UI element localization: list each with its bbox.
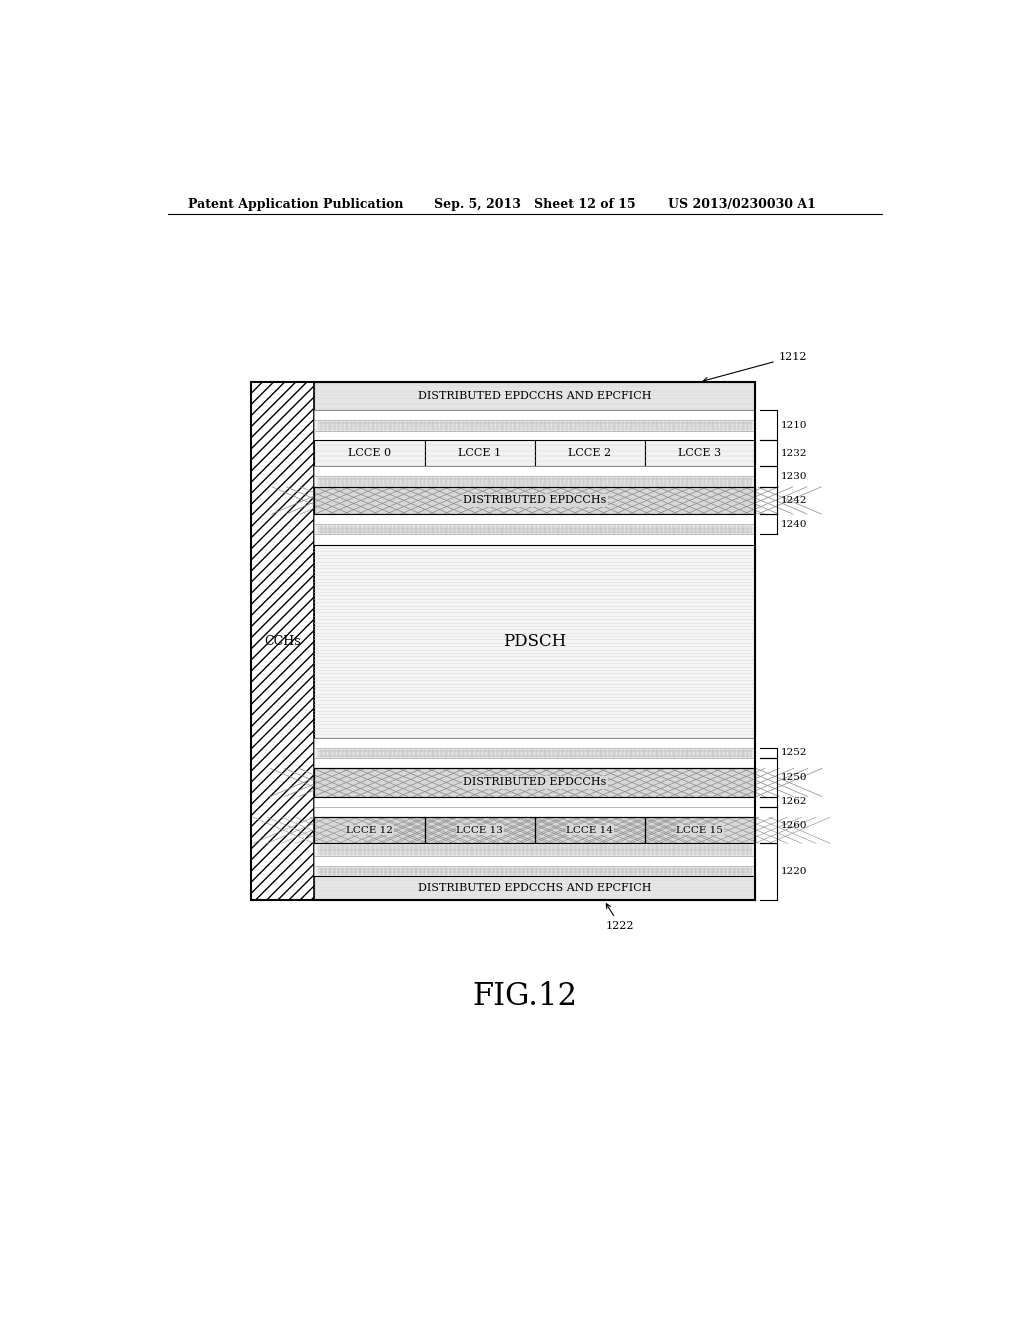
Bar	[314, 440, 425, 466]
Text: LCCE 1: LCCE 1	[458, 449, 501, 458]
Text: LCCE 13: LCCE 13	[457, 826, 503, 834]
Text: LCCE 2: LCCE 2	[568, 449, 611, 458]
Bar	[314, 430, 755, 440]
Bar	[314, 487, 755, 515]
Text: LCCE 12: LCCE 12	[346, 826, 393, 834]
Bar	[314, 515, 755, 524]
Bar	[314, 545, 755, 738]
Text: US 2013/0230030 A1: US 2013/0230030 A1	[668, 198, 815, 211]
Text: 1222: 1222	[606, 904, 634, 931]
Bar	[314, 466, 755, 475]
Bar	[535, 817, 645, 843]
Text: 1232: 1232	[781, 449, 808, 458]
Text: DISTRIBUTED EPDCCHS AND EPCFICH: DISTRIBUTED EPDCCHS AND EPCFICH	[418, 883, 651, 894]
Bar	[535, 440, 645, 466]
Bar	[314, 768, 755, 797]
Text: Patent Application Publication: Patent Application Publication	[187, 198, 403, 211]
Bar	[314, 475, 755, 487]
Text: 1250: 1250	[781, 774, 808, 781]
Bar	[314, 817, 425, 843]
Bar	[645, 440, 755, 466]
Bar	[314, 748, 755, 758]
Text: DISTRIBUTED EPDCCHs: DISTRIBUTED EPDCCHs	[463, 495, 606, 506]
Text: LCCE 14: LCCE 14	[566, 826, 613, 834]
Text: 1230: 1230	[781, 473, 808, 480]
Text: DISTRIBUTED EPDCCHs: DISTRIBUTED EPDCCHs	[463, 777, 606, 788]
Text: FIG.12: FIG.12	[472, 982, 578, 1012]
Text: DISTRIBUTED EPDCCHS AND EPCFICH: DISTRIBUTED EPDCCHS AND EPCFICH	[418, 391, 651, 401]
Bar	[535, 817, 645, 843]
Bar	[314, 843, 755, 855]
Text: Sep. 5, 2013   Sheet 12 of 15: Sep. 5, 2013 Sheet 12 of 15	[433, 198, 635, 211]
Bar	[314, 381, 755, 411]
Text: 1242: 1242	[781, 496, 808, 506]
Bar	[314, 807, 755, 817]
Bar	[314, 768, 755, 797]
Text: LCCE 3: LCCE 3	[678, 449, 722, 458]
Bar	[314, 487, 755, 515]
Text: 1262: 1262	[781, 797, 808, 807]
Text: LCCE 15: LCCE 15	[677, 826, 723, 834]
Bar	[314, 524, 755, 535]
Text: 1260: 1260	[781, 821, 808, 830]
Text: 1212: 1212	[703, 351, 807, 381]
Text: 1240: 1240	[781, 520, 808, 529]
Bar	[645, 817, 755, 843]
Text: PDSCH: PDSCH	[503, 632, 566, 649]
Bar	[425, 817, 535, 843]
Bar	[314, 797, 755, 807]
Bar	[314, 420, 755, 430]
Bar	[425, 440, 535, 466]
Bar	[251, 381, 755, 900]
Bar	[314, 866, 755, 876]
Bar	[314, 817, 425, 843]
Bar	[425, 817, 535, 843]
Text: 1220: 1220	[781, 867, 808, 876]
Bar	[314, 738, 755, 748]
Bar	[314, 758, 755, 768]
Text: CCHs: CCHs	[264, 635, 301, 648]
Text: LCCE 0: LCCE 0	[348, 449, 391, 458]
Text: 1210: 1210	[781, 421, 808, 430]
Bar	[251, 381, 314, 900]
Bar	[645, 817, 755, 843]
Bar	[314, 535, 755, 545]
Bar	[314, 855, 755, 866]
Bar	[314, 411, 755, 420]
Bar	[314, 876, 755, 900]
Text: 1252: 1252	[781, 748, 808, 758]
